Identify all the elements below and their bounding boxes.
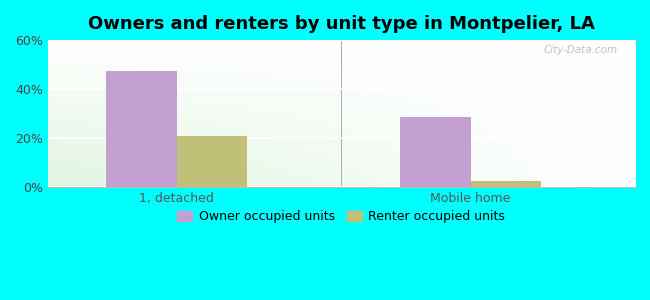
- Bar: [107, 71, 177, 187]
- Bar: [400, 117, 471, 187]
- Bar: [177, 136, 248, 187]
- Text: City-Data.com: City-Data.com: [543, 44, 618, 55]
- Title: Owners and renters by unit type in Montpelier, LA: Owners and renters by unit type in Montp…: [88, 15, 595, 33]
- Legend: Owner occupied units, Renter occupied units: Owner occupied units, Renter occupied un…: [172, 205, 510, 228]
- Bar: [471, 181, 541, 187]
